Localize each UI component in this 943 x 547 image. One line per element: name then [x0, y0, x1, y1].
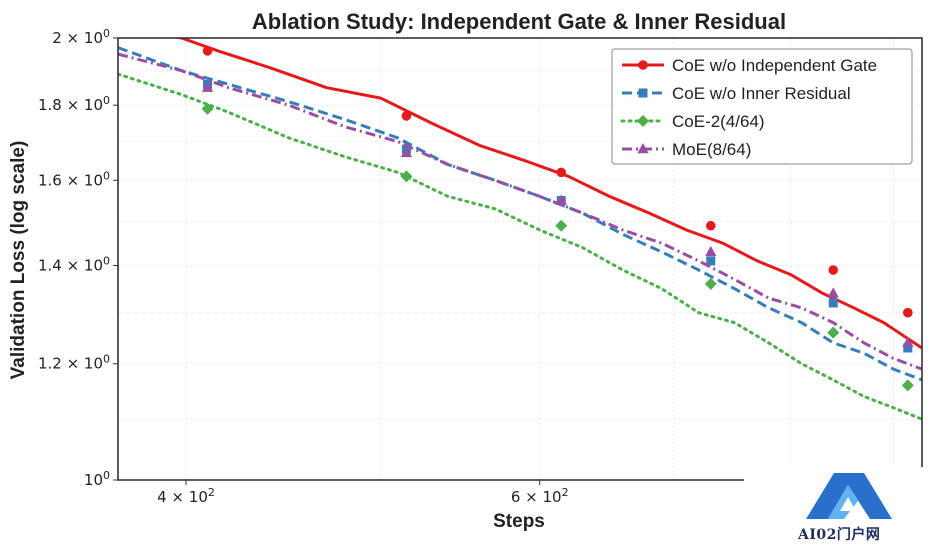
data-point — [400, 146, 413, 158]
legend-label: CoE-2(4/64) — [672, 112, 765, 131]
logo-icon — [806, 473, 892, 519]
y-tick-label: 1.4 × 100 — [38, 254, 110, 274]
series-line — [171, 38, 922, 350]
legend-box — [611, 48, 913, 165]
legend-marker — [637, 143, 649, 154]
y-axis-ticks: 100 1.2 × 100 1.4 × 100 1.6 × 100 1.8 × 100 2… — [38, 27, 118, 489]
series-line — [118, 52, 922, 371]
legend-label: CoE w/o Inner Residual — [672, 84, 851, 103]
watermark-text: AI02门户网 — [798, 527, 881, 543]
data-point — [828, 265, 839, 275]
series-line — [118, 46, 922, 382]
y-tick-label: 1.2 × 100 — [38, 353, 110, 373]
plot-area — [117, 37, 923, 481]
x-axis-label: Steps — [493, 511, 545, 532]
y-tick-label: 100 — [84, 469, 110, 489]
series-layer — [118, 38, 922, 421]
y-tick-label: 1.6 × 100 — [38, 169, 110, 189]
data-point — [705, 245, 717, 257]
legend-marker — [638, 60, 648, 70]
data-point — [827, 326, 840, 339]
legend-label: MoE(8/64) — [672, 140, 751, 159]
data-point — [704, 277, 717, 290]
data-point — [828, 298, 838, 308]
legend-marker — [638, 88, 648, 98]
y-axis-label: Validation Loss (log scale) — [8, 141, 29, 380]
data-point — [903, 343, 913, 353]
data-point — [400, 170, 413, 183]
data-point — [901, 379, 914, 392]
data-point — [555, 194, 567, 205]
data-point — [705, 220, 716, 231]
series-0 — [171, 38, 922, 350]
data-point — [706, 256, 716, 266]
series-2 — [118, 72, 922, 421]
y-tick-label: 2 × 100 — [52, 27, 110, 47]
legend-marker — [637, 115, 649, 127]
series-line — [118, 72, 922, 421]
plot-frame — [117, 37, 923, 481]
data-point — [201, 81, 214, 92]
series-3 — [118, 52, 922, 371]
x-axis-ticks: 4 × 102 6 × 102 — [157, 480, 569, 506]
legend: CoE w/o Independent Gate CoE w/o Inner Re… — [611, 48, 913, 165]
data-point — [201, 102, 214, 115]
data-point — [202, 46, 213, 56]
data-point — [556, 167, 567, 178]
x-tick-label: 6 × 102 — [511, 486, 569, 506]
y-tick-label: 1.8 × 100 — [38, 94, 110, 114]
chart-title: Ablation Study: Independent Gate & Inner… — [252, 9, 786, 34]
data-point — [903, 307, 913, 318]
data-point — [902, 336, 914, 348]
data-point — [555, 219, 568, 232]
legend-label: CoE w/o Independent Gate — [672, 56, 877, 75]
watermark-logo — [744, 467, 943, 542]
x-tick-label: 4 × 102 — [157, 486, 215, 506]
data-point — [827, 287, 839, 298]
data-point — [401, 111, 412, 121]
